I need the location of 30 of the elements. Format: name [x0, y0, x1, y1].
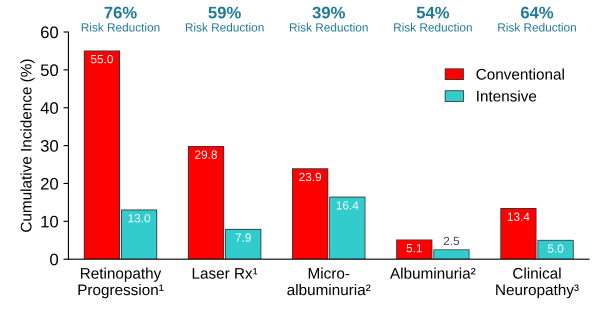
- text: 54% Risk Reduction: [394, 6, 472, 32]
- text: 59% Risk Reduction: [186, 6, 264, 32]
- data-label: 2.5: [444, 236, 460, 246]
- x-tick-label: Albuminuria²: [390, 268, 476, 279]
- x-tick-label: Micro- albuminuria²: [287, 268, 370, 296]
- data-label: 13.4: [508, 212, 530, 221]
- data-label: 55.0: [90, 55, 113, 64]
- data-label: 23.9: [299, 172, 322, 182]
- x-tick-label: Laser Rx¹: [192, 268, 258, 279]
- y-axis-title: Cumulative Incidence (%): [20, 60, 35, 232]
- y-tick-label: 60: [41, 26, 58, 38]
- y-tick-label: 40: [40, 102, 58, 114]
- text: 39% Risk Reduction: [290, 6, 368, 32]
- x-tick-label: Retinopathy Progression¹: [78, 268, 164, 298]
- data-label: 5.0: [548, 244, 564, 253]
- data-label: 7.9: [236, 233, 251, 242]
- legend-label: Conventional: [476, 68, 564, 80]
- y-tick-label: 20: [41, 178, 58, 190]
- data-label: 5.1: [406, 244, 422, 252]
- data-label: 16.4: [336, 201, 358, 210]
- y-tick-label: 0: [50, 254, 58, 266]
- y-tick-label: 30: [40, 140, 58, 152]
- text: 64% Risk Reduction: [498, 6, 576, 32]
- y-tick-label: 10: [41, 216, 58, 228]
- legend-label: Intensive: [477, 90, 536, 102]
- y-tick-label: 50: [40, 64, 58, 76]
- data-label: 29.8: [195, 150, 217, 159]
- data-label: 13.0: [128, 214, 150, 222]
- text: 76% Risk Reduction: [82, 6, 160, 32]
- x-tick-label: Clinical Neuropathy³: [496, 268, 579, 298]
